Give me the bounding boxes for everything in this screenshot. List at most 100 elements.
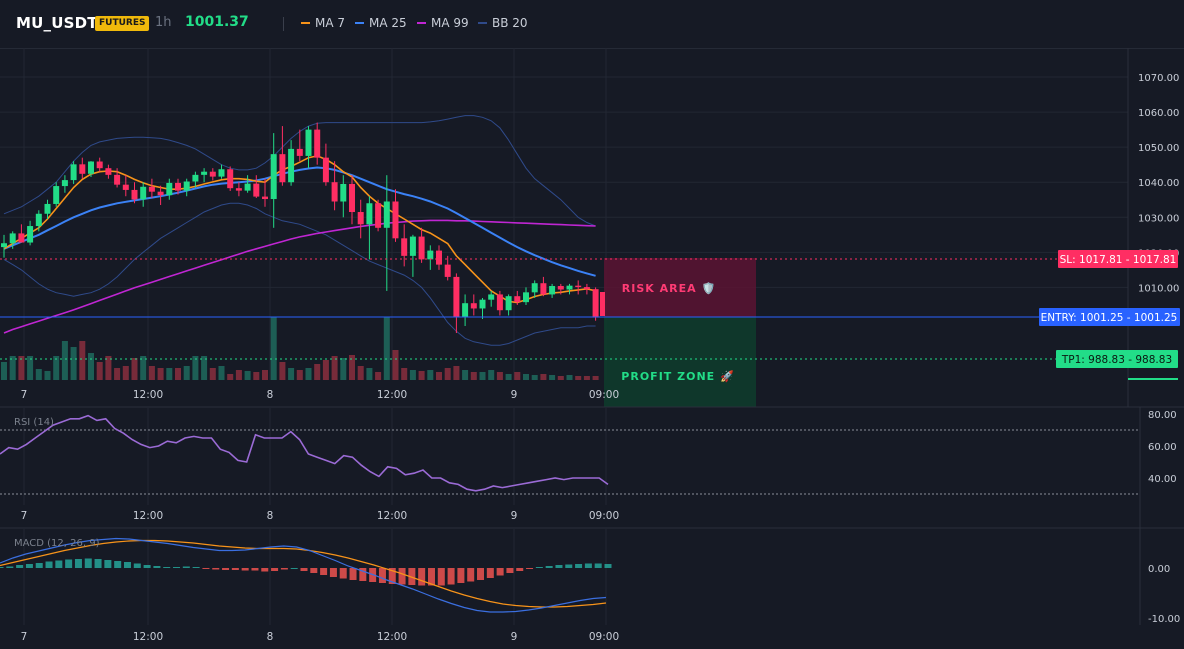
legend-ma99[interactable]: MA 99 xyxy=(417,16,469,30)
macd-histogram-bar xyxy=(516,568,524,571)
candle-body xyxy=(175,182,181,191)
volume-bar xyxy=(279,362,286,380)
legend-bb20[interactable]: BB 20 xyxy=(478,16,528,30)
volume-bar xyxy=(27,356,34,380)
candle-body xyxy=(79,164,86,174)
volume-bar xyxy=(427,370,434,380)
macd-histogram-bar xyxy=(173,567,181,568)
macd-histogram-bar xyxy=(467,568,475,582)
macd-histogram-bar xyxy=(74,559,82,568)
timeframe-selector[interactable]: 1h xyxy=(155,15,172,30)
macd-histogram-bar xyxy=(526,568,534,569)
macd-histogram-bar xyxy=(388,568,396,584)
volume-bar xyxy=(175,368,181,380)
candle-body xyxy=(192,174,199,182)
candle-body xyxy=(409,236,416,256)
candle-body xyxy=(305,129,312,156)
legend-ma7[interactable]: MA 7 xyxy=(301,16,345,30)
candle-body xyxy=(523,292,529,303)
volume-bar xyxy=(253,372,260,380)
volume-bar xyxy=(557,376,564,380)
ma99-swatch-icon xyxy=(417,21,426,24)
volume-bar xyxy=(122,366,129,380)
macd-histogram-bar xyxy=(457,568,465,583)
macd-histogram-bar xyxy=(104,560,112,568)
macd-title: MACD (12, 26, 9) xyxy=(14,538,100,549)
macd-histogram-bar xyxy=(378,568,386,583)
candle-body xyxy=(540,283,547,295)
time-axis-main: 7 12:00 8 12:00 9 09:00 xyxy=(21,389,619,401)
macd-histogram-bar xyxy=(0,567,4,568)
candle-body xyxy=(9,233,16,244)
symbol-title[interactable]: MU_USDT xyxy=(16,14,98,32)
time-axis-rsi: 7 12:00 8 12:00 9 09:00 xyxy=(21,510,619,522)
candle-body xyxy=(331,182,338,202)
candle-body xyxy=(1,243,7,248)
price-tick-label: 1040.00 xyxy=(1138,178,1179,189)
macd-histogram-bar xyxy=(222,568,230,570)
macd-histogram-bar xyxy=(114,561,122,568)
macd-histogram-bar xyxy=(35,563,43,568)
candle-body xyxy=(35,213,42,227)
volume-bar xyxy=(392,350,399,380)
volume-bar xyxy=(227,374,234,380)
macd-histogram-bar xyxy=(133,563,141,568)
candle-body xyxy=(557,286,564,290)
bb-lower-line xyxy=(3,202,596,346)
macd-histogram-bar xyxy=(65,559,73,568)
candle-body xyxy=(235,188,242,191)
time-tick-label: 12:00 xyxy=(133,389,163,401)
macd-histogram-bar xyxy=(94,559,102,568)
candle-body xyxy=(592,289,599,318)
time-tick-label: 12:00 xyxy=(133,510,163,522)
candle-body xyxy=(270,154,277,200)
macd-histogram-bar xyxy=(545,566,553,568)
candle-body xyxy=(418,236,425,260)
tp-axis-marker xyxy=(1128,378,1178,380)
candle-body xyxy=(444,264,451,277)
candle-body xyxy=(436,250,442,265)
volume-bar xyxy=(375,372,382,380)
rsi-line xyxy=(0,414,609,492)
macd-histogram-bar xyxy=(231,568,239,570)
ma25-swatch-icon xyxy=(355,21,364,24)
volume-bar xyxy=(418,371,425,380)
macd-histogram-bar xyxy=(261,568,269,572)
volume-bar xyxy=(592,376,599,380)
volume-bar xyxy=(523,374,529,380)
volume-bar xyxy=(322,360,329,380)
macd-histogram-bar xyxy=(477,568,485,580)
volume-bar xyxy=(540,374,547,380)
time-tick-label: 12:00 xyxy=(133,631,163,643)
macd-histogram-bar xyxy=(565,564,573,568)
entry-tag xyxy=(1039,308,1180,326)
volume-bar xyxy=(349,355,355,380)
profit-zone xyxy=(604,317,756,407)
rsi-pane[interactable]: 80.00 60.00 40.00 xyxy=(0,410,1177,495)
volume-bar xyxy=(270,317,277,380)
macd-pane[interactable]: 0.00 -10.00 xyxy=(0,537,1180,626)
macd-histogram-bar xyxy=(398,568,406,585)
last-candle-marker xyxy=(600,292,605,316)
risk-area-label: RISK AREA 🛡️ xyxy=(622,282,716,295)
macd-histogram-bar xyxy=(349,568,357,580)
macd-histogram-bar xyxy=(271,568,279,571)
macd-histogram-bar xyxy=(555,565,563,568)
candle-body xyxy=(470,303,477,309)
volume-bar xyxy=(288,368,295,380)
volume-bar xyxy=(479,372,486,380)
time-tick-label: 12:00 xyxy=(377,389,407,401)
candle-body xyxy=(148,186,155,192)
legend-ma25[interactable]: MA 25 xyxy=(355,16,407,30)
sl-tag xyxy=(1058,250,1178,268)
volume-bar xyxy=(566,375,573,380)
volume-bar xyxy=(44,371,51,380)
candle-body xyxy=(27,226,34,243)
rsi-tick-label: 60.00 xyxy=(1148,442,1177,453)
macd-histogram-bar xyxy=(584,563,592,568)
candle-body xyxy=(583,287,590,290)
macd-histogram-bar xyxy=(339,568,347,579)
candle-body xyxy=(44,203,51,214)
candle-body xyxy=(427,250,434,260)
